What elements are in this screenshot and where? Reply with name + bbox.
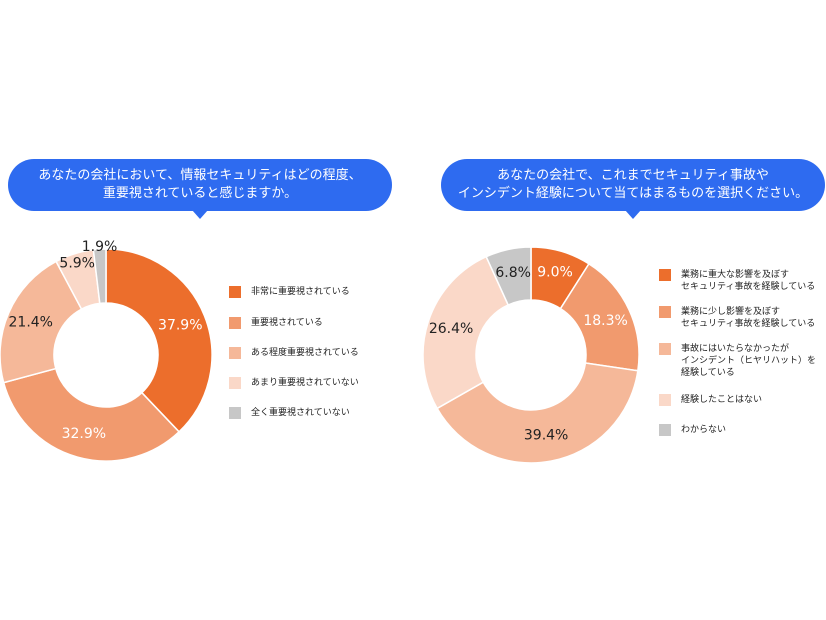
legend-swatch: [229, 317, 241, 329]
slice-value-label: 39.4%: [524, 428, 568, 444]
legend-label: 経験したことはない: [681, 395, 763, 405]
donut-slice: [92, 248, 107, 305]
question-bubble: あなたの会社で、これまでセキュリティ事故や インシデント経験について当てはまるも…: [441, 159, 825, 211]
legend-swatch: [659, 394, 671, 406]
slice-value-label: 37.9%: [158, 317, 202, 333]
question-bubble: あなたの会社において、情報セキュリティはどの程度、 重要視されていると感じますか…: [8, 159, 392, 211]
legend-label: わからない: [681, 425, 727, 435]
legend-item: ある程度重要視されている: [229, 347, 359, 359]
legend-label: 業務に少し影響を及ぼす セキュリティ事故を経験している: [681, 307, 816, 329]
slice-value-label: 5.9%: [59, 255, 95, 271]
slice-value-label: 6.8%: [495, 265, 531, 281]
legend-label: 非常に重要視されている: [251, 287, 350, 297]
legend-label: 重要視されている: [251, 318, 323, 328]
legend-item: わからない: [659, 424, 726, 436]
donut-slice: [0, 260, 83, 384]
donut-slice: [105, 248, 213, 433]
legend-swatch: [229, 347, 241, 359]
legend-item: 重要視されている: [229, 317, 323, 329]
slice-value-label: 18.3%: [583, 313, 627, 329]
legend-item: 非常に重要視されている: [229, 286, 350, 298]
donut-chart-incidents: 9.0% 18.3% 39.4% 26.4% 6.8%: [422, 246, 640, 464]
legend-label: あまり重要視されていない: [251, 378, 359, 388]
question-line: あなたの会社において、情報セキュリティはどの程度、: [38, 168, 362, 183]
donut-slice: [422, 255, 510, 410]
legend-item: 全く重要視されていない: [229, 407, 350, 419]
donut-slice: [485, 246, 532, 306]
legend-label: 業務に重大な影響を及ぼす セキュリティ事故を経験している: [681, 270, 816, 292]
slice-value-label: 32.9%: [62, 426, 106, 442]
legend-swatch: [229, 377, 241, 389]
legend-swatch: [659, 424, 671, 436]
legend-label: ある程度重要視されている: [251, 348, 359, 358]
legend-incidents: 業務に重大な影響を及ぼす セキュリティ事故を経験している 業務に少し影響を及ぼす…: [659, 269, 824, 444]
slice-value-label: 9.0%: [537, 264, 573, 280]
legend-label: 事故にはいたらなかったが インシデント（ヒヤリハット）を 経験している: [681, 344, 817, 378]
legend-label: 全く重要視されていない: [251, 408, 350, 418]
panel-importance: あなたの会社において、情報セキュリティはどの程度、 重要視されていると感じますか…: [0, 159, 409, 462]
donut-chart-importance: 37.9% 32.9% 21.4% 5.9%1.9%: [0, 239, 213, 462]
slice-value-label: 26.4%: [429, 321, 473, 337]
bubble-tail: [192, 210, 208, 219]
legend-item: あまり重要視されていない: [229, 377, 359, 389]
legend-swatch: [229, 407, 241, 419]
legend-item: 業務に重大な影響を及ぼす セキュリティ事故を経験している: [659, 269, 815, 293]
panel-incidents: あなたの会社で、これまでセキュリティ事故や インシデント経験について当てはまるも…: [413, 0, 826, 620]
donut-slice: [2, 367, 181, 462]
legend-swatch: [659, 343, 671, 355]
legend-item: 経験したことはない: [659, 394, 762, 406]
legend-item: 業務に少し影響を及ぼす セキュリティ事故を経験している: [659, 306, 815, 330]
legend-swatch: [659, 269, 671, 281]
question-line: インシデント経験について当てはまるものを選択ください。: [457, 186, 809, 201]
legend-swatch: [229, 286, 241, 298]
donut-slice: [436, 362, 639, 464]
legend-item: 事故にはいたらなかったが インシデント（ヒヤリハット）を 経験している: [659, 343, 816, 379]
bubble-tail: [625, 210, 641, 219]
legend-swatch: [659, 306, 671, 318]
slice-value-label: 21.4%: [9, 314, 53, 330]
question-line: 重要視されていると感じますか。: [102, 186, 298, 201]
slice-value-label: 1.9%: [82, 239, 118, 255]
question-line: あなたの会社で、これまでセキュリティ事故や: [497, 168, 769, 183]
legend-importance: 非常に重要視されている 重要視されている ある程度重要視されている あまり重要視…: [229, 286, 409, 426]
